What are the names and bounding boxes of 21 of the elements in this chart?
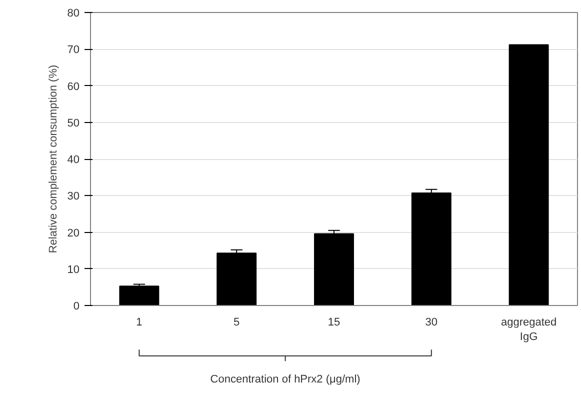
y-tick-label: 30 [67,190,80,203]
y-tick-label: 60 [67,80,80,93]
x-tick-label: aggregated IgG [500,316,557,343]
bar [508,44,549,306]
bar [119,286,160,306]
x-tick-label: 1 [136,316,142,328]
y-tick-label: 80 [67,8,80,20]
x-tick-label: 5 [234,316,240,328]
y-tick-label: 50 [67,117,80,130]
bar [411,192,452,306]
y-tick-label: 70 [67,44,80,56]
bar [216,252,257,306]
y-tick-label: 40 [67,154,80,166]
x-tick-label: 15 [328,316,340,328]
y-tick-label: 0 [73,300,80,312]
x-tick-label: 30 [425,316,438,328]
y-tick-label: 20 [67,227,80,240]
y-axis-title: Relative complement consumption (%) [47,64,60,254]
x-axis-title: Concentration of hPrx2 (μg/ml) [210,373,360,386]
bar [314,233,354,306]
y-tick-label: 10 [67,264,80,276]
